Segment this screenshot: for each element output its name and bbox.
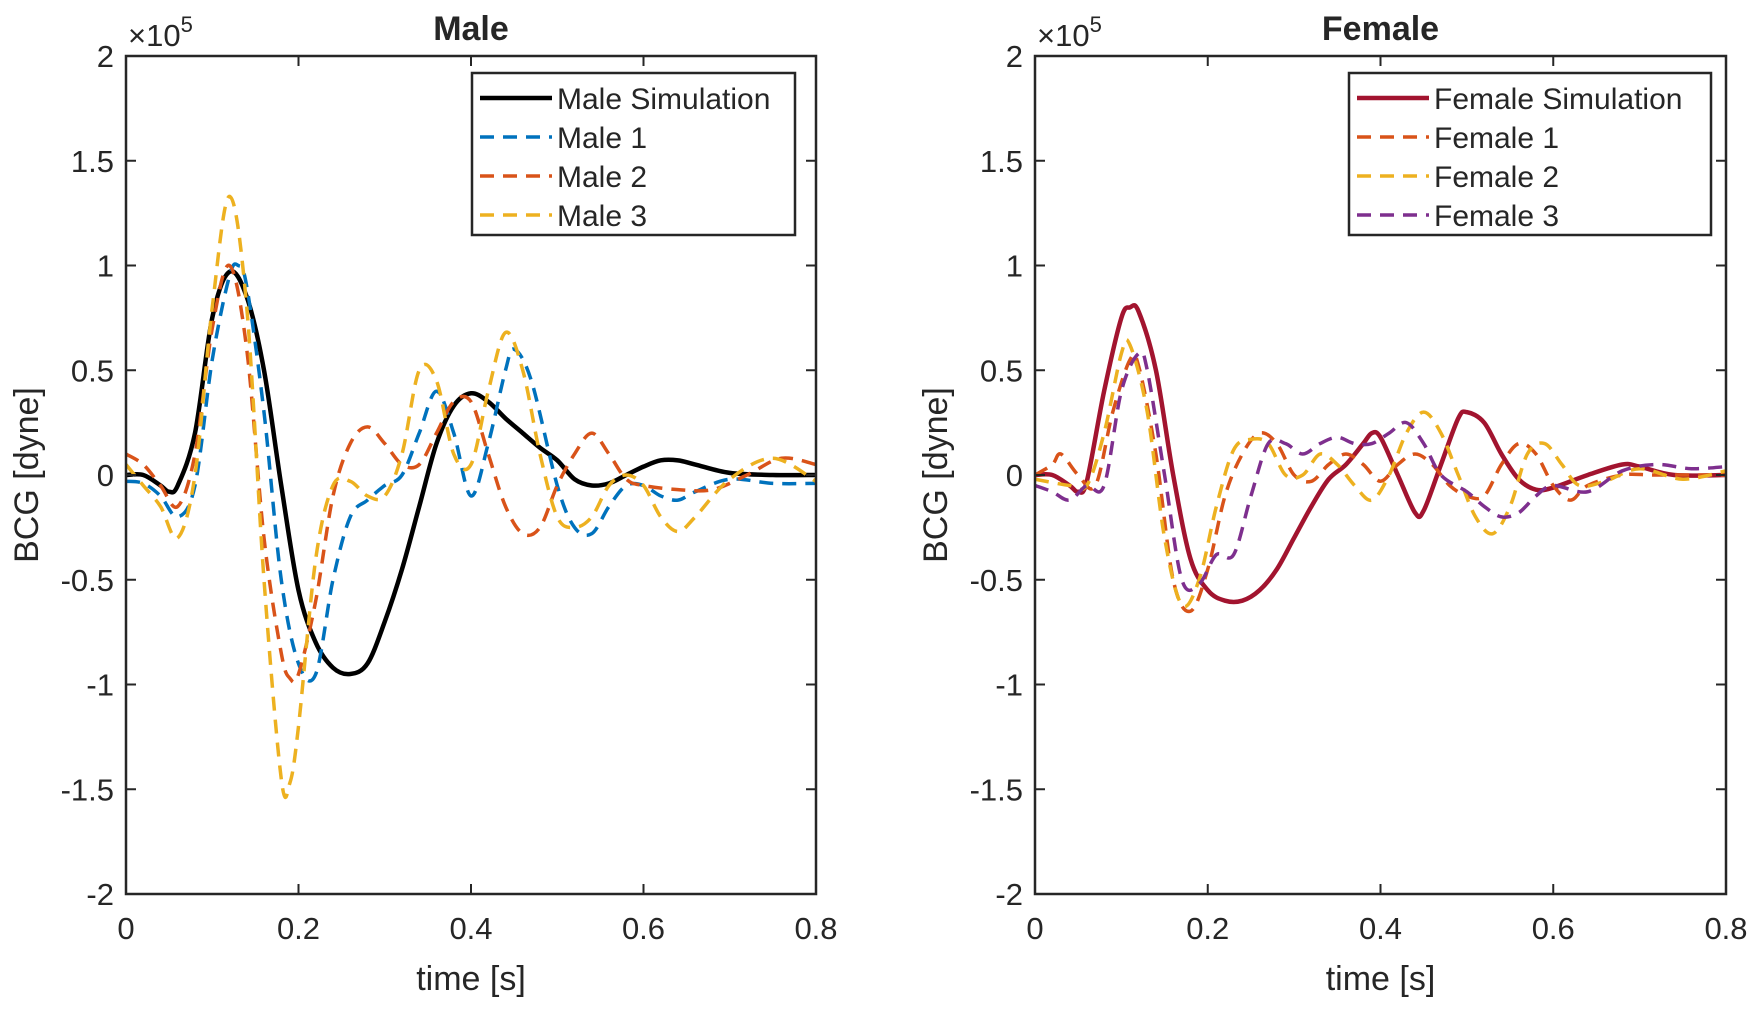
y-tick-label: 0 <box>97 458 114 493</box>
y-tick-label: -0.5 <box>970 563 1023 598</box>
chart-male: 0 0.2 0.4 0.6 0.8 -2 -1.5 -1 -0.5 0 0.5 1 1.5 2 ×105 Ma… <box>8 10 838 998</box>
x-tick-label: 0.2 <box>277 911 320 946</box>
y-exponent-label: ×105 <box>128 12 193 53</box>
y-tick-label: 1 <box>1006 249 1023 284</box>
y-tick-label: -2 <box>995 877 1023 912</box>
series-group <box>126 194 816 800</box>
series-group <box>1035 302 1726 614</box>
x-tick-label: 0 <box>1026 911 1043 946</box>
legend-label: Female Simulation <box>1434 83 1682 116</box>
legend-item: Male 3 <box>480 200 647 233</box>
x-tick-label: 0.8 <box>794 911 837 946</box>
series-line-female-simulation <box>1035 302 1726 605</box>
legend-label: Male Simulation <box>557 83 770 116</box>
y-tick-label: 0.5 <box>71 353 114 388</box>
y-tick-label: 1 <box>97 249 114 284</box>
series-line-female-1 <box>1035 352 1726 614</box>
legend-label: Male 3 <box>557 200 647 233</box>
y-exponent: 5 <box>1090 12 1102 37</box>
y-tick-label: 0 <box>1006 458 1023 493</box>
series-line-female-3 <box>1035 350 1726 592</box>
legend-item: Male 2 <box>480 161 647 194</box>
y-tick-label: -2 <box>86 877 114 912</box>
y-tick-label: 1.5 <box>71 144 114 179</box>
x-tick-label: 0.6 <box>622 911 665 946</box>
legend-item: Female 3 <box>1357 200 1559 233</box>
legend-label: Female 2 <box>1434 161 1559 194</box>
legend: Female Simulation Female 1 Female 2 Female … <box>1347 71 1713 237</box>
y-tick-label: -0.5 <box>61 563 114 598</box>
y-tick-label: 1.5 <box>980 144 1023 179</box>
y-axis-label: BCG [dyne] <box>917 387 955 563</box>
x-tick-label: 0.8 <box>1704 911 1747 946</box>
y-tick-label: -1 <box>995 668 1023 703</box>
x-axis-label: time [s] <box>416 960 526 998</box>
legend: Male Simulation Male 1 Male 2 Male 3 <box>470 71 797 237</box>
legend-label: Female 3 <box>1434 200 1559 233</box>
legend-label: Male 2 <box>557 161 647 194</box>
series-line-male-1 <box>126 262 816 683</box>
series-line-male-3 <box>126 194 816 800</box>
y-tick-label: 2 <box>97 39 114 74</box>
series-line-male-2 <box>126 263 816 685</box>
chart-title: Female <box>1322 10 1439 48</box>
y-tick-label: -1.5 <box>970 772 1023 807</box>
legend-label: Female 1 <box>1434 122 1559 155</box>
legend-item: Male Simulation <box>480 83 770 116</box>
x-tick-label: 0.4 <box>1359 911 1402 946</box>
series-line-male-simulation <box>126 269 816 677</box>
chart-female: 0 0.2 0.4 0.6 0.8 -2 -1.5 -1 -0.5 0 0.5 1 1.5 2 ×105 Fe… <box>917 10 1748 998</box>
y-exponent: 5 <box>181 12 193 37</box>
y-tick-label: -1.5 <box>61 772 114 807</box>
legend-label: Male 1 <box>557 122 647 155</box>
chart-title: Male <box>433 10 509 48</box>
y-tick-label: 0.5 <box>980 353 1023 388</box>
legend-item: Female Simulation <box>1357 83 1682 116</box>
legend-item: Female 2 <box>1357 161 1559 194</box>
y-tick-label: 2 <box>1006 39 1023 74</box>
x-tick-label: 0.2 <box>1186 911 1229 946</box>
legend-item: Female 1 <box>1357 122 1559 155</box>
x-tick-label: 0.6 <box>1532 911 1575 946</box>
y-exponent-label: ×105 <box>1037 12 1102 53</box>
series-line-female-2 <box>1035 337 1726 609</box>
x-tick-label: 0.4 <box>449 911 492 946</box>
y-tick-label: -1 <box>86 668 114 703</box>
y-axis-label: BCG [dyne] <box>8 387 46 563</box>
legend-item: Male 1 <box>480 122 647 155</box>
x-tick-label: 0 <box>117 911 134 946</box>
x-axis-label: time [s] <box>1326 960 1436 998</box>
